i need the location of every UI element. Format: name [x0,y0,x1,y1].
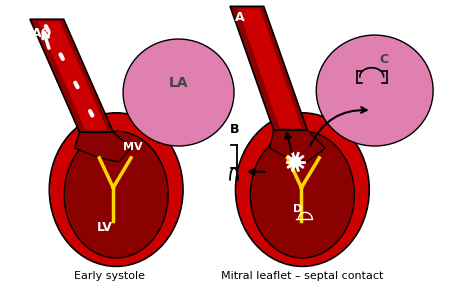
Polygon shape [230,6,307,130]
Text: D: D [293,204,303,214]
Text: LA: LA [169,76,188,90]
Text: AO: AO [32,27,52,40]
Polygon shape [38,21,107,130]
Ellipse shape [64,131,168,258]
Text: A: A [235,11,245,24]
Polygon shape [74,132,131,162]
Text: C: C [380,53,389,66]
Ellipse shape [49,113,183,266]
Ellipse shape [236,113,369,266]
Circle shape [291,157,301,167]
Ellipse shape [316,35,433,146]
Polygon shape [270,130,325,162]
Polygon shape [238,8,301,128]
Ellipse shape [123,39,234,146]
Ellipse shape [250,131,355,258]
Text: B: B [230,123,239,136]
Text: MV: MV [123,142,143,152]
Polygon shape [30,19,113,132]
Text: LV: LV [97,221,113,234]
Text: Mitral leaflet – septal contact: Mitral leaflet – septal contact [221,271,383,281]
Text: Early systole: Early systole [74,271,145,281]
